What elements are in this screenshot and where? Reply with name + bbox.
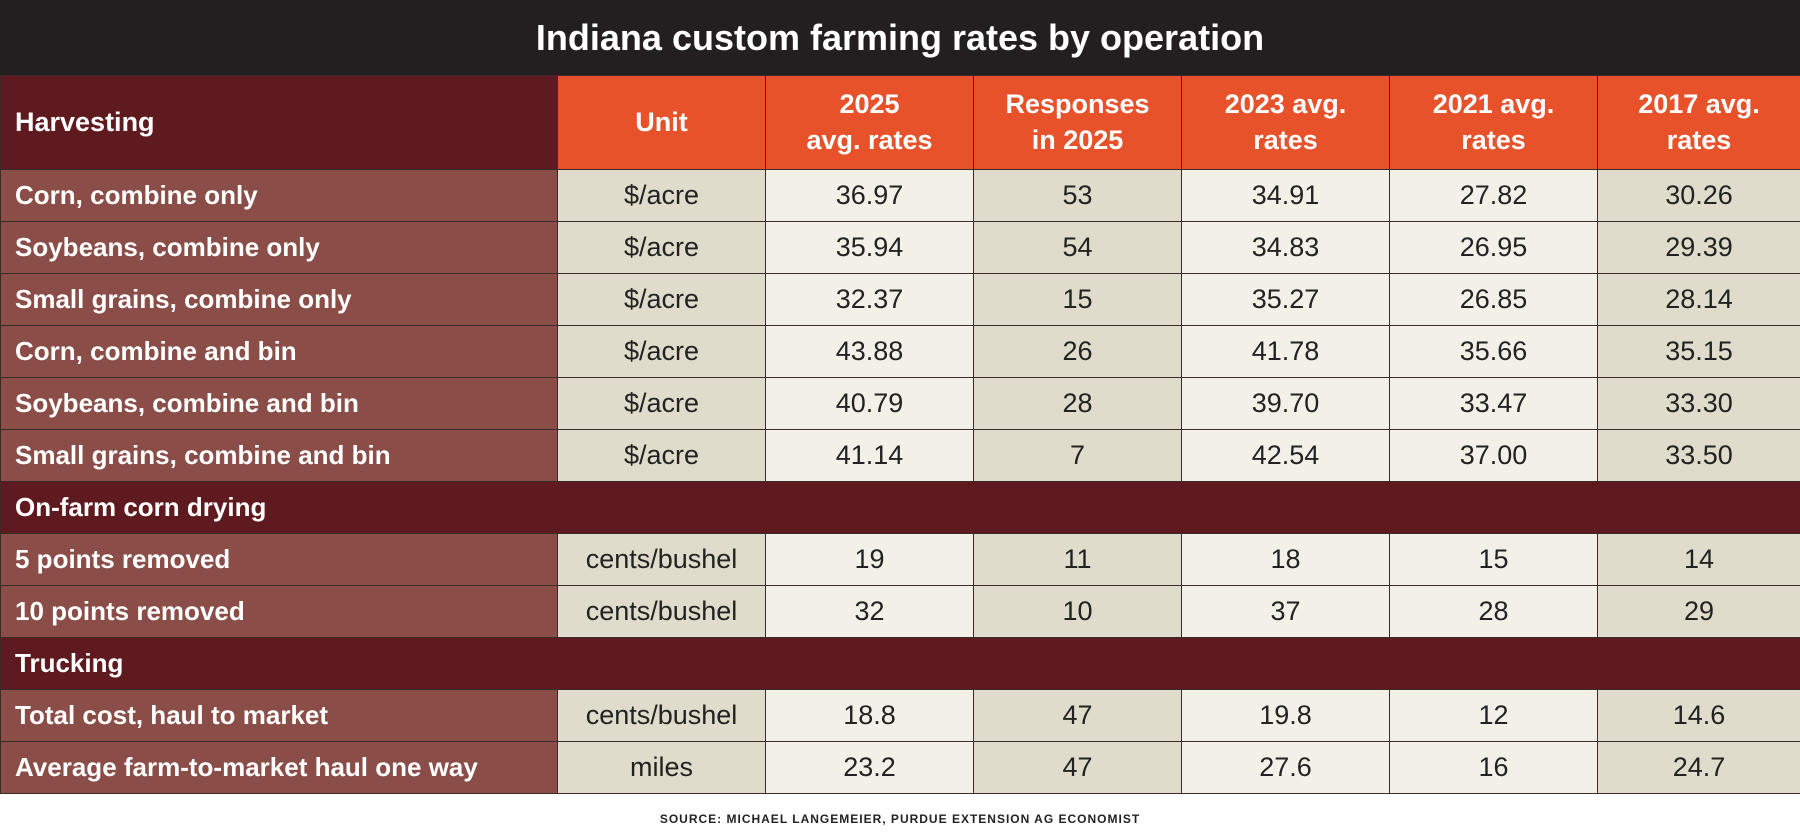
- data-row: Total cost, haul to market cents/bushel 18…: [0, 689, 1800, 742]
- cell: 11: [973, 533, 1182, 586]
- header-row: Harvesting Unit 2025 avg. rates Responses i…: [0, 75, 1800, 170]
- cell: 29.39: [1597, 221, 1800, 274]
- data-row: Soybeans, combine and bin $/acre 40.79 28 39…: [0, 377, 1800, 430]
- cell: $/acre: [557, 221, 766, 274]
- cell: 23.2: [765, 741, 974, 794]
- cell: 14: [1597, 533, 1800, 586]
- cell: $/acre: [557, 169, 766, 222]
- data-row: Average farm-to-market haul one way miles…: [0, 741, 1800, 794]
- cell: 16: [1389, 741, 1598, 794]
- cell: 28.14: [1597, 273, 1800, 326]
- cell: $/acre: [557, 325, 766, 378]
- data-row: Corn, combine and bin $/acre 43.88 26 41.78 3…: [0, 325, 1800, 378]
- cell: 27.6: [1181, 741, 1390, 794]
- cell: 34.83: [1181, 221, 1390, 274]
- row-label: Average farm-to-market haul one way: [0, 741, 558, 794]
- cell: 41.14: [765, 429, 974, 482]
- row-label: Corn, combine only: [0, 169, 558, 222]
- rates-table: Harvesting Unit 2025 avg. rates Responses i…: [0, 75, 1800, 794]
- row-label: 10 points removed: [0, 585, 558, 638]
- cell: 10: [973, 585, 1182, 638]
- row-label: Soybeans, combine only: [0, 221, 558, 274]
- cell: 35.27: [1181, 273, 1390, 326]
- cell: 41.78: [1181, 325, 1390, 378]
- row-label: Corn, combine and bin: [0, 325, 558, 378]
- cell: 29: [1597, 585, 1800, 638]
- data-row: Small grains, combine and bin $/acre 41.14…: [0, 429, 1800, 482]
- cell: $/acre: [557, 273, 766, 326]
- cell: 24.7: [1597, 741, 1800, 794]
- cell: 32.37: [765, 273, 974, 326]
- header-cell: Responses in 2025: [973, 75, 1182, 170]
- cell: 43.88: [765, 325, 974, 378]
- cell: 54: [973, 221, 1182, 274]
- cell: 27.82: [1389, 169, 1598, 222]
- data-row: Small grains, combine only $/acre 32.37 15 3…: [0, 273, 1800, 326]
- cell: 18.8: [765, 689, 974, 742]
- section-title: On-farm corn drying: [0, 481, 1800, 534]
- cell: 35.94: [765, 221, 974, 274]
- cell: 26.95: [1389, 221, 1598, 274]
- data-row: 10 points removed cents/bushel 32 10 37 28 29: [0, 585, 1800, 638]
- cell: 15: [973, 273, 1182, 326]
- header-cell: Harvesting: [0, 75, 558, 170]
- source: SOURCE: MICHAEL LANGEMEIER, PURDUE EXTEN…: [659, 812, 1141, 826]
- header-cell: 2023 avg. rates: [1181, 75, 1390, 170]
- table-body: Corn, combine only $/acre 36.97 53 34.91 27.8…: [0, 169, 1800, 794]
- data-row: Soybeans, combine only $/acre 35.94 54 34.83…: [0, 221, 1800, 274]
- cell: 32: [765, 585, 974, 638]
- cell: 19: [765, 533, 974, 586]
- cell: 53: [973, 169, 1182, 222]
- section-row: Trucking: [0, 637, 1800, 690]
- cell: 12: [1389, 689, 1598, 742]
- cell: 37.00: [1389, 429, 1598, 482]
- cell: 30.26: [1597, 169, 1800, 222]
- data-row: 5 points removed cents/bushel 19 11 18 15 14: [0, 533, 1800, 586]
- row-label: Soybeans, combine and bin: [0, 377, 558, 430]
- header-cell: Unit: [557, 75, 766, 170]
- cell: 19.8: [1181, 689, 1390, 742]
- cell: 34.91: [1181, 169, 1390, 222]
- title: Indiana custom farming rates by operatio…: [0, 0, 1800, 75]
- cell: 33.50: [1597, 429, 1800, 482]
- cell: 39.70: [1181, 377, 1390, 430]
- row-label: Small grains, combine only: [0, 273, 558, 326]
- cell: 42.54: [1181, 429, 1390, 482]
- cell: 36.97: [765, 169, 974, 222]
- cell: 35.66: [1389, 325, 1598, 378]
- cell: 47: [973, 689, 1182, 742]
- cell: 28: [1389, 585, 1598, 638]
- cell: $/acre: [557, 377, 766, 430]
- data-row: Corn, combine only $/acre 36.97 53 34.91 27.8…: [0, 169, 1800, 222]
- section-row: On-farm corn drying: [0, 481, 1800, 534]
- header-cell: 2021 avg. rates: [1389, 75, 1598, 170]
- row-label: 5 points removed: [0, 533, 558, 586]
- cell: 33.47: [1389, 377, 1598, 430]
- cell: 28: [973, 377, 1182, 430]
- cell: 26.85: [1389, 273, 1598, 326]
- row-label: Total cost, haul to market: [0, 689, 558, 742]
- header-cell: 2017 avg. rates: [1597, 75, 1800, 170]
- cell: 47: [973, 741, 1182, 794]
- cell: 35.15: [1597, 325, 1800, 378]
- cell: $/acre: [557, 429, 766, 482]
- cell: cents/bushel: [557, 585, 766, 638]
- cell: 26: [973, 325, 1182, 378]
- row-label: Small grains, combine and bin: [0, 429, 558, 482]
- cell: 14.6: [1597, 689, 1800, 742]
- cell: 40.79: [765, 377, 974, 430]
- cell: 33.30: [1597, 377, 1800, 430]
- cell: miles: [557, 741, 766, 794]
- header-cell: 2025 avg. rates: [765, 75, 974, 170]
- cell: 37: [1181, 585, 1390, 638]
- section-title: Trucking: [0, 637, 1800, 690]
- cell: cents/bushel: [557, 533, 766, 586]
- cell: 18: [1181, 533, 1390, 586]
- cell: cents/bushel: [557, 689, 766, 742]
- cell: 7: [973, 429, 1182, 482]
- cell: 15: [1389, 533, 1598, 586]
